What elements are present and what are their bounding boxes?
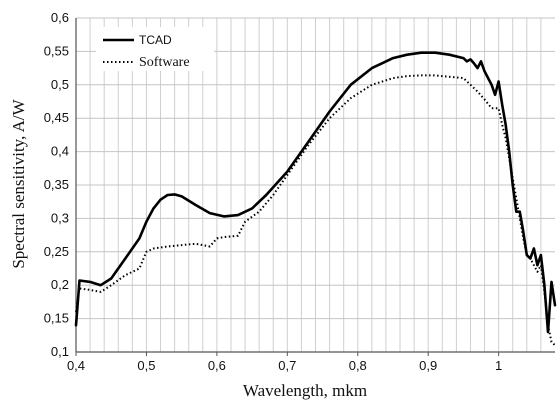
y-tick-label: 0,45 <box>44 110 69 125</box>
grid <box>76 17 555 352</box>
legend-box <box>96 27 214 71</box>
x-tick-label: 0,9 <box>419 358 437 373</box>
y-tick-labels: 0,1 0,15 0,2 0,25 0,3 0,35 0,4 0,45 0,5 0,55 0,6 <box>44 10 69 359</box>
x-tick-label: 1 <box>495 358 502 373</box>
axes <box>75 18 555 356</box>
y-tick-label: 0,15 <box>44 311 69 326</box>
y-tick-label: 0,3 <box>51 210 69 225</box>
series-line-software <box>75 74 556 347</box>
y-tick-label: 0,5 <box>51 77 69 92</box>
x-tick-label: 0,5 <box>137 358 155 373</box>
y-tick-label: 0,6 <box>51 10 69 25</box>
x-tick-label: 0,4 <box>67 358 85 373</box>
series-lines <box>74 51 557 347</box>
legend-label-software: Software <box>139 55 190 70</box>
y-tick-label: 0,2 <box>51 277 69 292</box>
x-tick-label: 0,7 <box>278 358 296 373</box>
x-tick-label: 0,8 <box>349 358 367 373</box>
x-tick-label: 0,6 <box>208 358 226 373</box>
y-axis-title: Spectral sensitivity, A/W <box>9 98 28 268</box>
y-tick-label: 0,25 <box>44 244 69 259</box>
y-tick-label: 0,35 <box>44 177 69 192</box>
series-line-tcad <box>74 51 557 334</box>
x-tick-labels: 0,4 0,5 0,6 0,7 0,8 0,9 1 <box>67 358 502 373</box>
legend-label-tcad: TCAD <box>139 33 172 47</box>
y-tick-label: 0,4 <box>51 144 69 159</box>
x-axis-title: Wavelength, mkm <box>243 381 367 400</box>
y-tick-label: 0,1 <box>51 344 69 359</box>
legend: TCAD Software <box>96 27 214 71</box>
y-tick-label: 0,55 <box>44 43 69 58</box>
